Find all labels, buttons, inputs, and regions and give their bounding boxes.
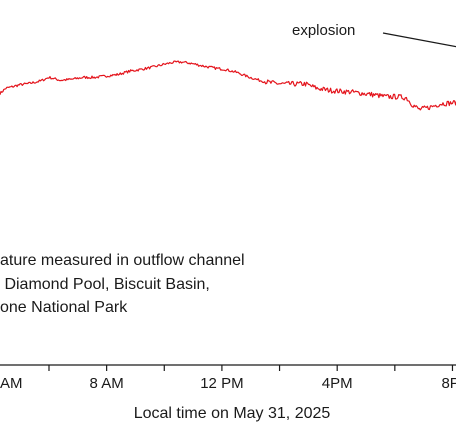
annotation-explosion: explosion: [292, 22, 355, 39]
x-tick-label: AM: [0, 375, 23, 392]
text-block-line-3: one National Park: [0, 299, 128, 316]
x-tick-label: 4PM: [322, 375, 353, 392]
text-block-line-1: ature measured in outflow channel: [0, 252, 245, 269]
x-axis-label: Local time on May 31, 2025: [134, 405, 331, 422]
text-block-line-2: Diamond Pool, Biscuit Basin,: [0, 276, 210, 293]
text-block: ature measured in outflow channel Diamon…: [0, 252, 245, 316]
x-axis-ticks: [48, 365, 454, 371]
x-tick-label: 8P: [441, 375, 456, 392]
x-axis-tick-labels: AM 8 AM 12 PM 4PM 8P: [0, 375, 456, 392]
annotation-leader-line: [382, 32, 456, 48]
series-line-temperature: [0, 60, 456, 111]
x-tick-label: 12 PM: [200, 375, 243, 392]
x-tick-label: 8 AM: [90, 375, 124, 392]
